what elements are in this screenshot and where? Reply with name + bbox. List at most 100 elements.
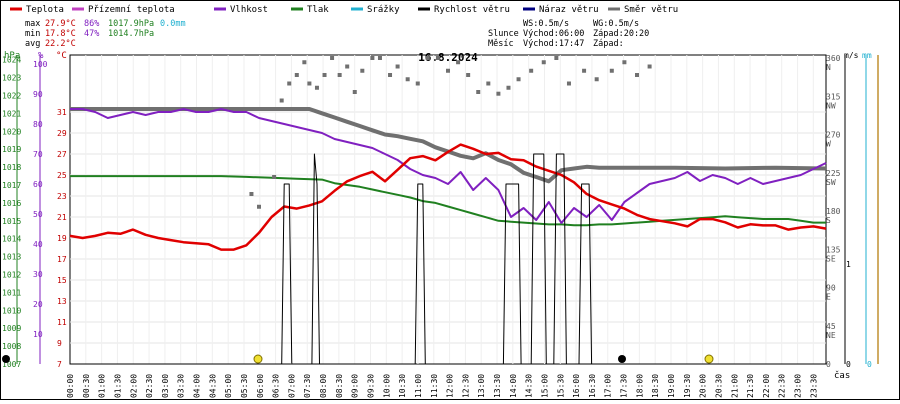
- wind-direction-point-24: [446, 68, 450, 73]
- x-tick-19: 09:00: [351, 374, 360, 398]
- temperature-tick-10: 13: [57, 297, 67, 306]
- x-tick-44: 21:30: [746, 374, 755, 398]
- pressure-tick-8: 1017: [2, 181, 21, 190]
- info-moonset: Západ:: [593, 39, 624, 49]
- x-tick-28: 13:30: [493, 374, 502, 398]
- temperature-tick-5: 23: [57, 192, 67, 201]
- direction-tick-6: 135: [826, 245, 841, 254]
- direction-tick-2: 315: [826, 92, 841, 101]
- direction-card-1: N: [826, 63, 831, 72]
- stats-min-hum: 47%: [84, 29, 99, 39]
- wind-direction-point-13: [345, 64, 350, 69]
- wind-direction-point-37: [594, 77, 599, 82]
- series-wind-direction-line: [70, 107, 827, 184]
- wind-direction-point-17: [377, 56, 382, 60]
- info-moonrise: Východ:17:47: [523, 39, 584, 49]
- humidity-unit: %: [38, 51, 44, 61]
- pressure-tick-10: 1015: [2, 217, 21, 226]
- direction-card-4: SW: [826, 178, 836, 187]
- x-tick-17: 08:00: [319, 374, 328, 398]
- legend-label-4: Tlak: [307, 5, 329, 15]
- x-tick-1: 00:00: [66, 374, 75, 398]
- stats-avg-temp: 22.2°C: [45, 39, 76, 49]
- wind-direction-point-41: [647, 64, 652, 69]
- pressure-tick-2: 1023: [2, 74, 21, 83]
- series-wind-speed-line: [70, 153, 826, 365]
- pressure-tick-1: 1024: [2, 56, 21, 65]
- x-tick-15: 07:00: [287, 374, 296, 398]
- x-tick-39: 19:00: [667, 374, 676, 398]
- humidity-tick-10: 10: [33, 330, 43, 339]
- wind-direction-point-28: [486, 81, 491, 86]
- pressure-tick-14: 1011: [2, 288, 21, 297]
- stats-max-press: 1017.9hPa: [108, 19, 154, 29]
- humidity-tick-2: 90: [33, 90, 43, 99]
- pressure-tick-5: 1020: [2, 127, 21, 136]
- temperature-tick-4: 25: [57, 171, 67, 180]
- pressure-tick-7: 1018: [2, 163, 21, 172]
- x-tick-20: 09:30: [367, 374, 376, 398]
- direction-tick-7: 90: [826, 284, 836, 293]
- wind-direction-point-6: [294, 73, 299, 77]
- x-tick-33: 16:00: [572, 374, 581, 398]
- chart-title: 16.8.2024: [418, 51, 478, 64]
- wind-direction-point-27: [476, 90, 481, 94]
- moonrise-marker: [618, 355, 626, 363]
- wind-direction-point-14: [352, 90, 357, 94]
- info-sun-label: Slunce: [488, 29, 519, 39]
- x-tick-31: 15:00: [540, 374, 549, 398]
- pressure-tick-12: 1013: [2, 253, 21, 262]
- rain-tick-zero: 0: [867, 360, 872, 369]
- x-tick-13: 06:00: [256, 374, 265, 398]
- stats-avg-label: avg: [25, 39, 40, 49]
- temperature-tick-11: 11: [57, 318, 67, 327]
- wind-direction-point-20: [405, 77, 410, 82]
- x-tick-35: 17:00: [604, 374, 613, 398]
- humidity-tick-7: 40: [33, 240, 43, 249]
- wind-direction-point-11: [330, 56, 335, 60]
- x-tick-21: 10:00: [382, 374, 391, 398]
- wind-direction-point-19: [395, 64, 400, 69]
- wind-direction-point-23: [435, 56, 440, 60]
- wind-direction-point-30: [506, 85, 511, 90]
- pressure-tick-11: 1014: [2, 235, 21, 244]
- x-tick-48: 23:30: [809, 374, 818, 398]
- humidity-tick-5: 60: [33, 180, 43, 189]
- wind-direction-point-32: [529, 68, 534, 73]
- x-tick-6: 02:30: [145, 374, 154, 398]
- x-tick-11: 05:00: [224, 374, 233, 398]
- legend-label-8: Směr větru: [624, 5, 678, 15]
- pressure-tick-13: 1012: [2, 271, 21, 280]
- wind-direction-point-4: [279, 98, 284, 103]
- wind-direction-point-16: [370, 56, 375, 60]
- pressure-tick-15: 1010: [2, 306, 21, 315]
- wind-tick-mid: 1: [846, 260, 851, 269]
- wind-direction-point-33: [541, 60, 546, 65]
- rain-unit: mm: [862, 51, 872, 60]
- wind-direction-point-34: [554, 56, 559, 60]
- stats-max-temp: 27.9°C: [45, 19, 76, 29]
- x-tick-47: 23:00: [794, 374, 803, 398]
- pressure-tick-4: 1021: [2, 109, 21, 118]
- wind-direction-point-25: [456, 60, 461, 65]
- stats-max-hum: 86%: [84, 19, 99, 29]
- wind-direction-point-1: [249, 192, 254, 196]
- series-temperature-line: [69, 143, 827, 251]
- stats-max-label: max: [25, 19, 40, 29]
- temperature-tick-3: 27: [57, 150, 67, 159]
- direction-tick-8: 45: [826, 322, 836, 331]
- direction-card-7: E: [826, 293, 831, 302]
- x-tick-38: 18:30: [651, 374, 660, 398]
- stats-max-rain: 0.0mm: [160, 19, 186, 29]
- temperature-tick-6: 21: [57, 213, 67, 222]
- pressure-tick-3: 1022: [2, 92, 21, 101]
- x-tick-36: 17:30: [620, 374, 629, 398]
- pressure-tick-17: 1008: [2, 342, 21, 351]
- legend-label-3: Vlhkost: [230, 5, 268, 15]
- direction-tick-1: 360: [826, 54, 841, 63]
- x-tick-43: 21:00: [730, 374, 739, 398]
- wind-direction-point-36: [582, 68, 587, 73]
- x-tick-42: 20:30: [714, 374, 723, 398]
- x-tick-5: 02:00: [129, 374, 138, 398]
